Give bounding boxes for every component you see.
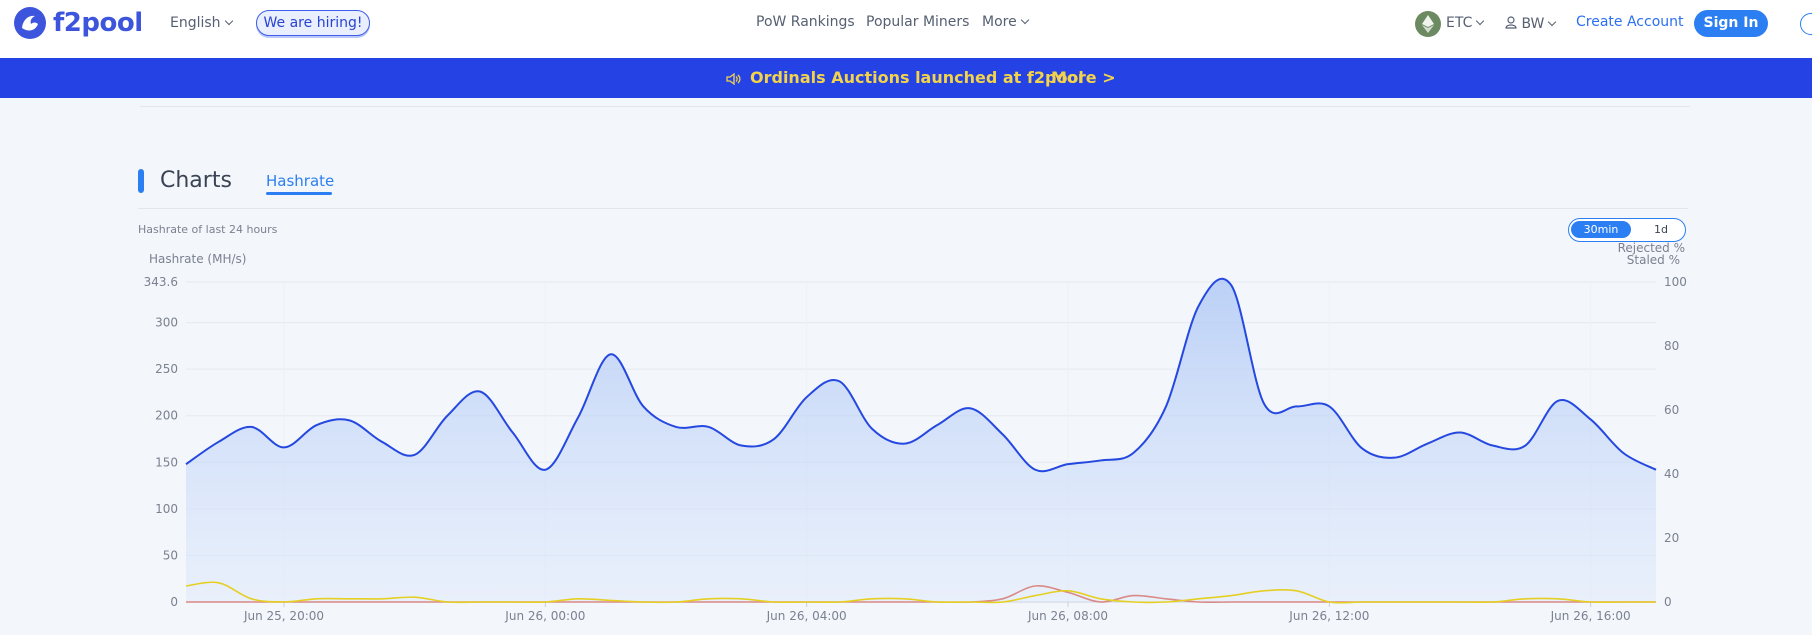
ethereum-classic-icon[interactable] xyxy=(1415,11,1441,37)
y-right-tick-label: 40 xyxy=(1664,467,1679,481)
section-title: Charts xyxy=(160,168,232,193)
x-tick-label: Jun 26, 08:00 xyxy=(1027,609,1108,623)
x-tick-label: Jun 25, 20:00 xyxy=(243,609,324,623)
sign-in-button[interactable]: Sign In xyxy=(1694,10,1768,37)
logo-text: f2pool xyxy=(53,8,143,38)
y-tick-label: 300 xyxy=(155,316,178,330)
y-tick-label: 0 xyxy=(170,595,178,609)
nav-more[interactable]: More xyxy=(982,14,1029,30)
nav-more-label: More xyxy=(982,14,1017,30)
nav-popular-miners[interactable]: Popular Miners xyxy=(866,14,970,30)
series-line-hashrate xyxy=(185,277,1657,473)
y-tick-label: 100 xyxy=(155,502,178,516)
y-axis-right-title-rejected: Rejected % xyxy=(1617,241,1685,255)
language-label: English xyxy=(170,15,221,31)
x-tick-label: Jun 26, 00:00 xyxy=(504,609,585,623)
banner-more-link[interactable]: More > xyxy=(1051,68,1116,87)
speaker-icon xyxy=(726,72,741,86)
f2pool-logo-icon xyxy=(14,7,46,39)
logo[interactable]: f2pool xyxy=(13,6,143,40)
y-tick-label: 343.6 xyxy=(144,275,178,289)
y-axis-right-title-staled: Staled % xyxy=(1626,253,1680,267)
y-tick-label: 200 xyxy=(155,409,178,423)
divider xyxy=(138,208,1688,209)
coin-label: ETC xyxy=(1446,15,1473,31)
banner-message[interactable]: Ordinals Auctions launched at f2pool xyxy=(750,68,1084,87)
coin-selector[interactable]: ETC xyxy=(1446,15,1485,31)
user-icon xyxy=(1505,16,1517,29)
y-right-tick-label: 80 xyxy=(1664,339,1679,353)
user-label: BW xyxy=(1521,16,1545,32)
hashrate-area xyxy=(186,278,1656,602)
x-tick-label: Jun 26, 16:00 xyxy=(1550,609,1631,623)
hiring-button[interactable]: We are hiring! xyxy=(256,10,370,36)
y-right-tick-label: 20 xyxy=(1664,531,1679,545)
series-line-staled- xyxy=(185,581,1656,604)
interval-toggle: 30min 1d xyxy=(1568,218,1686,242)
y-right-tick-label: 60 xyxy=(1664,403,1679,417)
y-tick-label: 50 xyxy=(163,548,178,562)
y-tick-label: 150 xyxy=(155,455,178,469)
eth-diamond-icon xyxy=(1422,15,1434,33)
y-right-tick-label: 0 xyxy=(1664,595,1672,609)
create-account-link[interactable]: Create Account xyxy=(1576,14,1684,30)
divider xyxy=(140,106,1690,107)
interval-1d-button[interactable]: 1d xyxy=(1654,223,1668,236)
section-accent-bar xyxy=(138,169,144,193)
language-selector[interactable]: English xyxy=(170,15,233,31)
x-tick-label: Jun 26, 12:00 xyxy=(1288,609,1369,623)
y-right-tick-label: 100 xyxy=(1664,275,1687,289)
user-menu[interactable]: BW xyxy=(1505,15,1557,32)
nav-pow-rankings[interactable]: PoW Rankings xyxy=(756,14,855,30)
interval-30min-button[interactable]: 30min xyxy=(1571,221,1631,238)
top-nav-bar: f2pool English We are hiring! PoW Rankin… xyxy=(0,0,1812,58)
chart-subtitle: Hashrate of last 24 hours xyxy=(138,223,278,236)
tab-hashrate[interactable]: Hashrate xyxy=(266,172,335,190)
y-axis-title: Hashrate (MH/s) xyxy=(149,252,247,266)
x-tick-label: Jun 26, 04:00 xyxy=(766,609,847,623)
y-tick-label: 250 xyxy=(155,362,178,376)
announcement-banner: Ordinals Auctions launched at f2pool Mor… xyxy=(0,58,1812,98)
tab-active-indicator xyxy=(266,192,332,195)
